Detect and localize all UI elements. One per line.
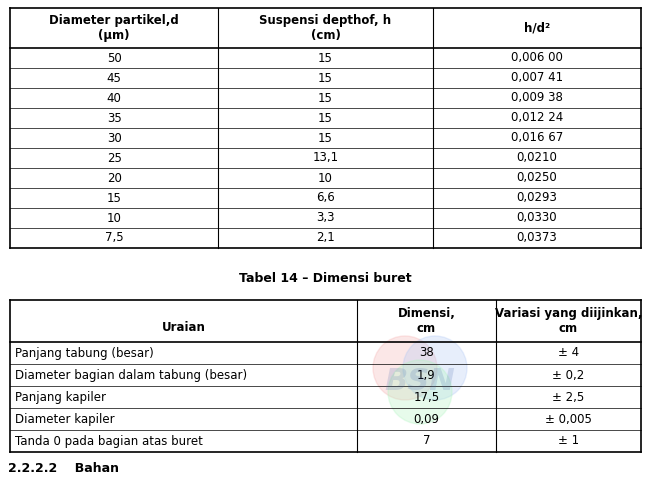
- Text: 10: 10: [107, 211, 122, 224]
- Text: Panjang kapiler: Panjang kapiler: [15, 390, 106, 403]
- Text: 0,0210: 0,0210: [516, 151, 557, 165]
- Text: 15: 15: [318, 71, 333, 84]
- Text: 3,3: 3,3: [316, 211, 335, 224]
- Text: 15: 15: [318, 132, 333, 144]
- Text: Tabel 14 – Dimensi buret: Tabel 14 – Dimensi buret: [239, 272, 412, 284]
- Text: ± 0,2: ± 0,2: [552, 368, 585, 382]
- Text: 1,9: 1,9: [417, 368, 436, 382]
- Text: 0,012 24: 0,012 24: [511, 111, 563, 125]
- Text: 6,6: 6,6: [316, 191, 335, 205]
- Text: ± 2,5: ± 2,5: [552, 390, 585, 403]
- Text: 15: 15: [318, 111, 333, 125]
- Text: Suspensi depthof, h
(cm): Suspensi depthof, h (cm): [260, 14, 391, 42]
- Text: 7: 7: [422, 434, 430, 448]
- Circle shape: [403, 336, 467, 400]
- Text: Variasi yang diijinkan,
cm: Variasi yang diijinkan, cm: [495, 307, 642, 335]
- Text: 2.2.2.2    Bahan: 2.2.2.2 Bahan: [8, 461, 119, 474]
- Text: 25: 25: [107, 151, 122, 165]
- Text: Panjang tabung (besar): Panjang tabung (besar): [15, 347, 154, 359]
- Text: 7,5: 7,5: [105, 232, 124, 245]
- Text: 35: 35: [107, 111, 122, 125]
- Text: 0,0293: 0,0293: [516, 191, 557, 205]
- Text: 50: 50: [107, 51, 122, 65]
- Circle shape: [388, 360, 452, 424]
- Text: 30: 30: [107, 132, 122, 144]
- Text: 0,0250: 0,0250: [516, 172, 557, 184]
- Text: 0,007 41: 0,007 41: [511, 71, 563, 84]
- Text: 0,016 67: 0,016 67: [511, 132, 563, 144]
- Text: 0,0373: 0,0373: [516, 232, 557, 245]
- Text: 15: 15: [318, 51, 333, 65]
- Text: 0,009 38: 0,009 38: [511, 92, 563, 105]
- Text: 0,006 00: 0,006 00: [511, 51, 563, 65]
- Text: BSN: BSN: [385, 366, 456, 395]
- Text: Diameter kapiler: Diameter kapiler: [15, 413, 115, 425]
- Text: 2,1: 2,1: [316, 232, 335, 245]
- Text: 20: 20: [107, 172, 122, 184]
- Text: 17,5: 17,5: [413, 390, 439, 403]
- Text: Tanda 0 pada bagian atas buret: Tanda 0 pada bagian atas buret: [15, 434, 203, 448]
- Text: Dimensi,
cm: Dimensi, cm: [398, 307, 456, 335]
- Text: 40: 40: [107, 92, 122, 105]
- Text: 13,1: 13,1: [312, 151, 339, 165]
- Text: ± 4: ± 4: [558, 347, 579, 359]
- Text: 10: 10: [318, 172, 333, 184]
- Text: Uraian: Uraian: [161, 321, 206, 334]
- Circle shape: [373, 336, 437, 400]
- Text: 0,0330: 0,0330: [517, 211, 557, 224]
- Text: h/d²: h/d²: [524, 22, 550, 35]
- Text: 15: 15: [107, 191, 122, 205]
- Text: ± 0,005: ± 0,005: [545, 413, 592, 425]
- Text: Diameter bagian dalam tabung (besar): Diameter bagian dalam tabung (besar): [15, 368, 247, 382]
- Text: ± 1: ± 1: [558, 434, 579, 448]
- Text: 38: 38: [419, 347, 434, 359]
- Text: 45: 45: [107, 71, 122, 84]
- Text: 0,09: 0,09: [413, 413, 439, 425]
- Text: Diameter partikel,d
(μm): Diameter partikel,d (μm): [49, 14, 179, 42]
- Text: 15: 15: [318, 92, 333, 105]
